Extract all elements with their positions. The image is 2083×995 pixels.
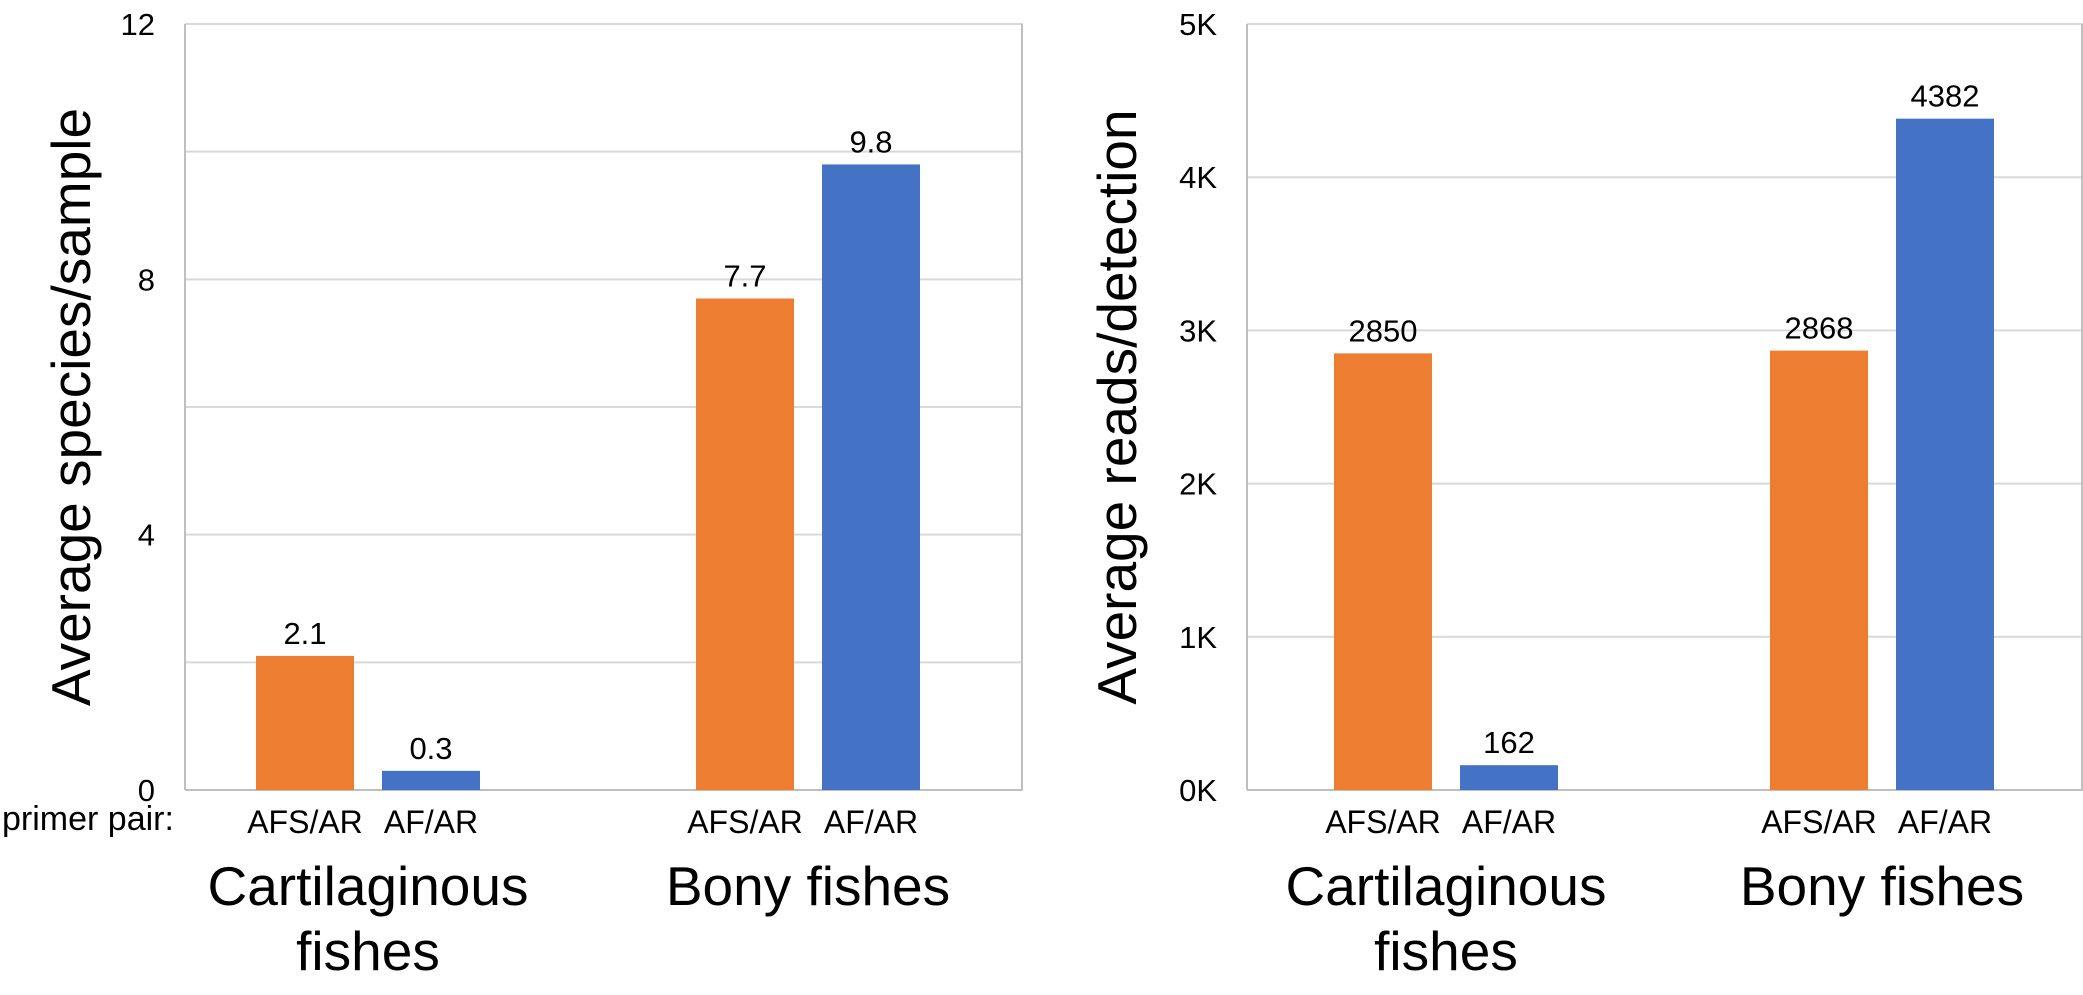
chart1-group-label-cartilaginous-line1: fishes: [296, 920, 440, 982]
chart2-group-label-cartilaginous-line0: Cartilaginous: [1285, 855, 1606, 917]
chart2-data-label-bony-af-ar: 4382: [1911, 79, 1980, 114]
chart1-data-label-cartilaginous-af-ar: 0.3: [409, 731, 452, 766]
chart2-ytick-label-5: 5K: [1179, 7, 1217, 42]
chart1-ytick-label-0: 0: [138, 773, 155, 808]
chart2-ytick-label-4: 4K: [1179, 160, 1217, 195]
chart2-group-label-cartilaginous-line1: fishes: [1374, 920, 1518, 982]
chart2-ytick-label-2: 2K: [1179, 467, 1217, 502]
chart1-group-label-cartilaginous-line0: Cartilaginous: [207, 855, 528, 917]
chart2-bar-cartilaginous-af-ar: [1460, 765, 1558, 790]
chart1-group-label-bony-line0: Bony fishes: [666, 855, 950, 917]
chart2-bar-cartilaginous-afs-ar: [1334, 353, 1432, 790]
primer-pair-label: primer pair:: [2, 800, 174, 838]
chart1-ytick-label-2: 8: [138, 262, 155, 297]
chart2-ytick-label-0: 0K: [1179, 773, 1217, 808]
chart2-ytick-label-3: 3K: [1179, 313, 1217, 348]
chart1-bar-bony-af-ar: [822, 164, 920, 790]
chart2-data-label-bony-afs-ar: 2868: [1785, 311, 1854, 346]
chart1-ytick-label-3: 12: [121, 7, 155, 42]
chart1-bar-bony-afs-ar: [696, 298, 794, 790]
chart1-primer-label-bony-af-ar: AF/AR: [824, 804, 918, 840]
chart2-primer-label-bony-af-ar: AF/AR: [1898, 804, 1992, 840]
chart1-data-label-bony-af-ar: 9.8: [849, 124, 892, 159]
chart1-primer-label-cartilaginous-af-ar: AF/AR: [384, 804, 478, 840]
chart2-data-label-cartilaginous-afs-ar: 2850: [1349, 313, 1418, 348]
chart2-ylabel: Average reads/detection: [1086, 109, 1148, 704]
chart2-primer-label-bony-afs-ar: AFS/AR: [1761, 804, 1877, 840]
chart2-primer-label-cartilaginous-afs-ar: AFS/AR: [1325, 804, 1441, 840]
chart2-data-label-cartilaginous-af-ar: 162: [1483, 725, 1535, 760]
chart1-ytick-label-1: 4: [138, 518, 155, 553]
chart1-primer-label-cartilaginous-afs-ar: AFS/AR: [247, 804, 363, 840]
chart1-bar-cartilaginous-af-ar: [382, 770, 480, 790]
chart1-data-label-cartilaginous-afs-ar: 2.1: [283, 616, 326, 651]
chart2-group-label-bony-line0: Bony fishes: [1740, 855, 2024, 917]
chart2-primer-label-cartilaginous-af-ar: AF/AR: [1462, 804, 1556, 840]
chart1-primer-label-bony-afs-ar: AFS/AR: [687, 804, 803, 840]
chart2-bar-bony-afs-ar: [1770, 350, 1868, 790]
chart1-bar-cartilaginous-afs-ar: [256, 655, 354, 790]
chart1-ylabel: Average species/sample: [40, 108, 102, 706]
chart2-ytick-label-1: 1K: [1179, 620, 1217, 655]
chart1-data-label-bony-afs-ar: 7.7: [723, 258, 766, 293]
chart2-bar-bony-af-ar: [1896, 118, 1994, 790]
